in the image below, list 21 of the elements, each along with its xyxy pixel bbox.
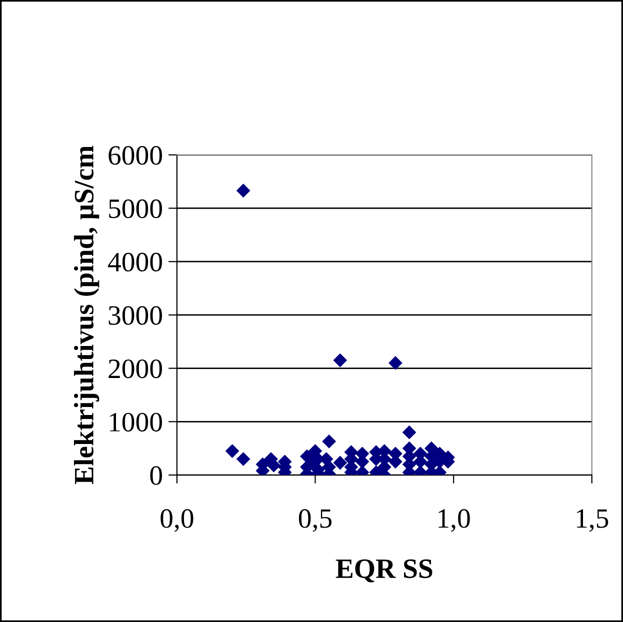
x-tick-label: 0,5: [298, 509, 332, 532]
point: [402, 425, 416, 440]
point: [236, 452, 250, 466]
x-tick-label: 0,0: [160, 509, 194, 532]
y-tick-label: 1000: [110, 412, 162, 432]
y-tick-label: 3000: [108, 306, 162, 325]
x-tick-label: 1,5: [576, 509, 608, 532]
point: [388, 356, 402, 370]
y-tick-label: 6000: [108, 146, 162, 165]
y-tick-label: 4000: [108, 252, 162, 272]
x-axis-title: EQR SS: [336, 559, 432, 582]
y-axis-title: Elektrijuhtivus (pind, µS/cm: [74, 146, 100, 484]
point: [236, 184, 250, 198]
y-tick-label: 5000: [109, 199, 162, 218]
point: [225, 444, 240, 458]
point: [322, 434, 336, 448]
point: [333, 353, 348, 368]
y-tick-label: 2000: [108, 359, 162, 378]
point: [333, 456, 348, 470]
x-tick-label: 1,0: [438, 509, 470, 532]
y-tick-label: 0: [150, 466, 162, 485]
